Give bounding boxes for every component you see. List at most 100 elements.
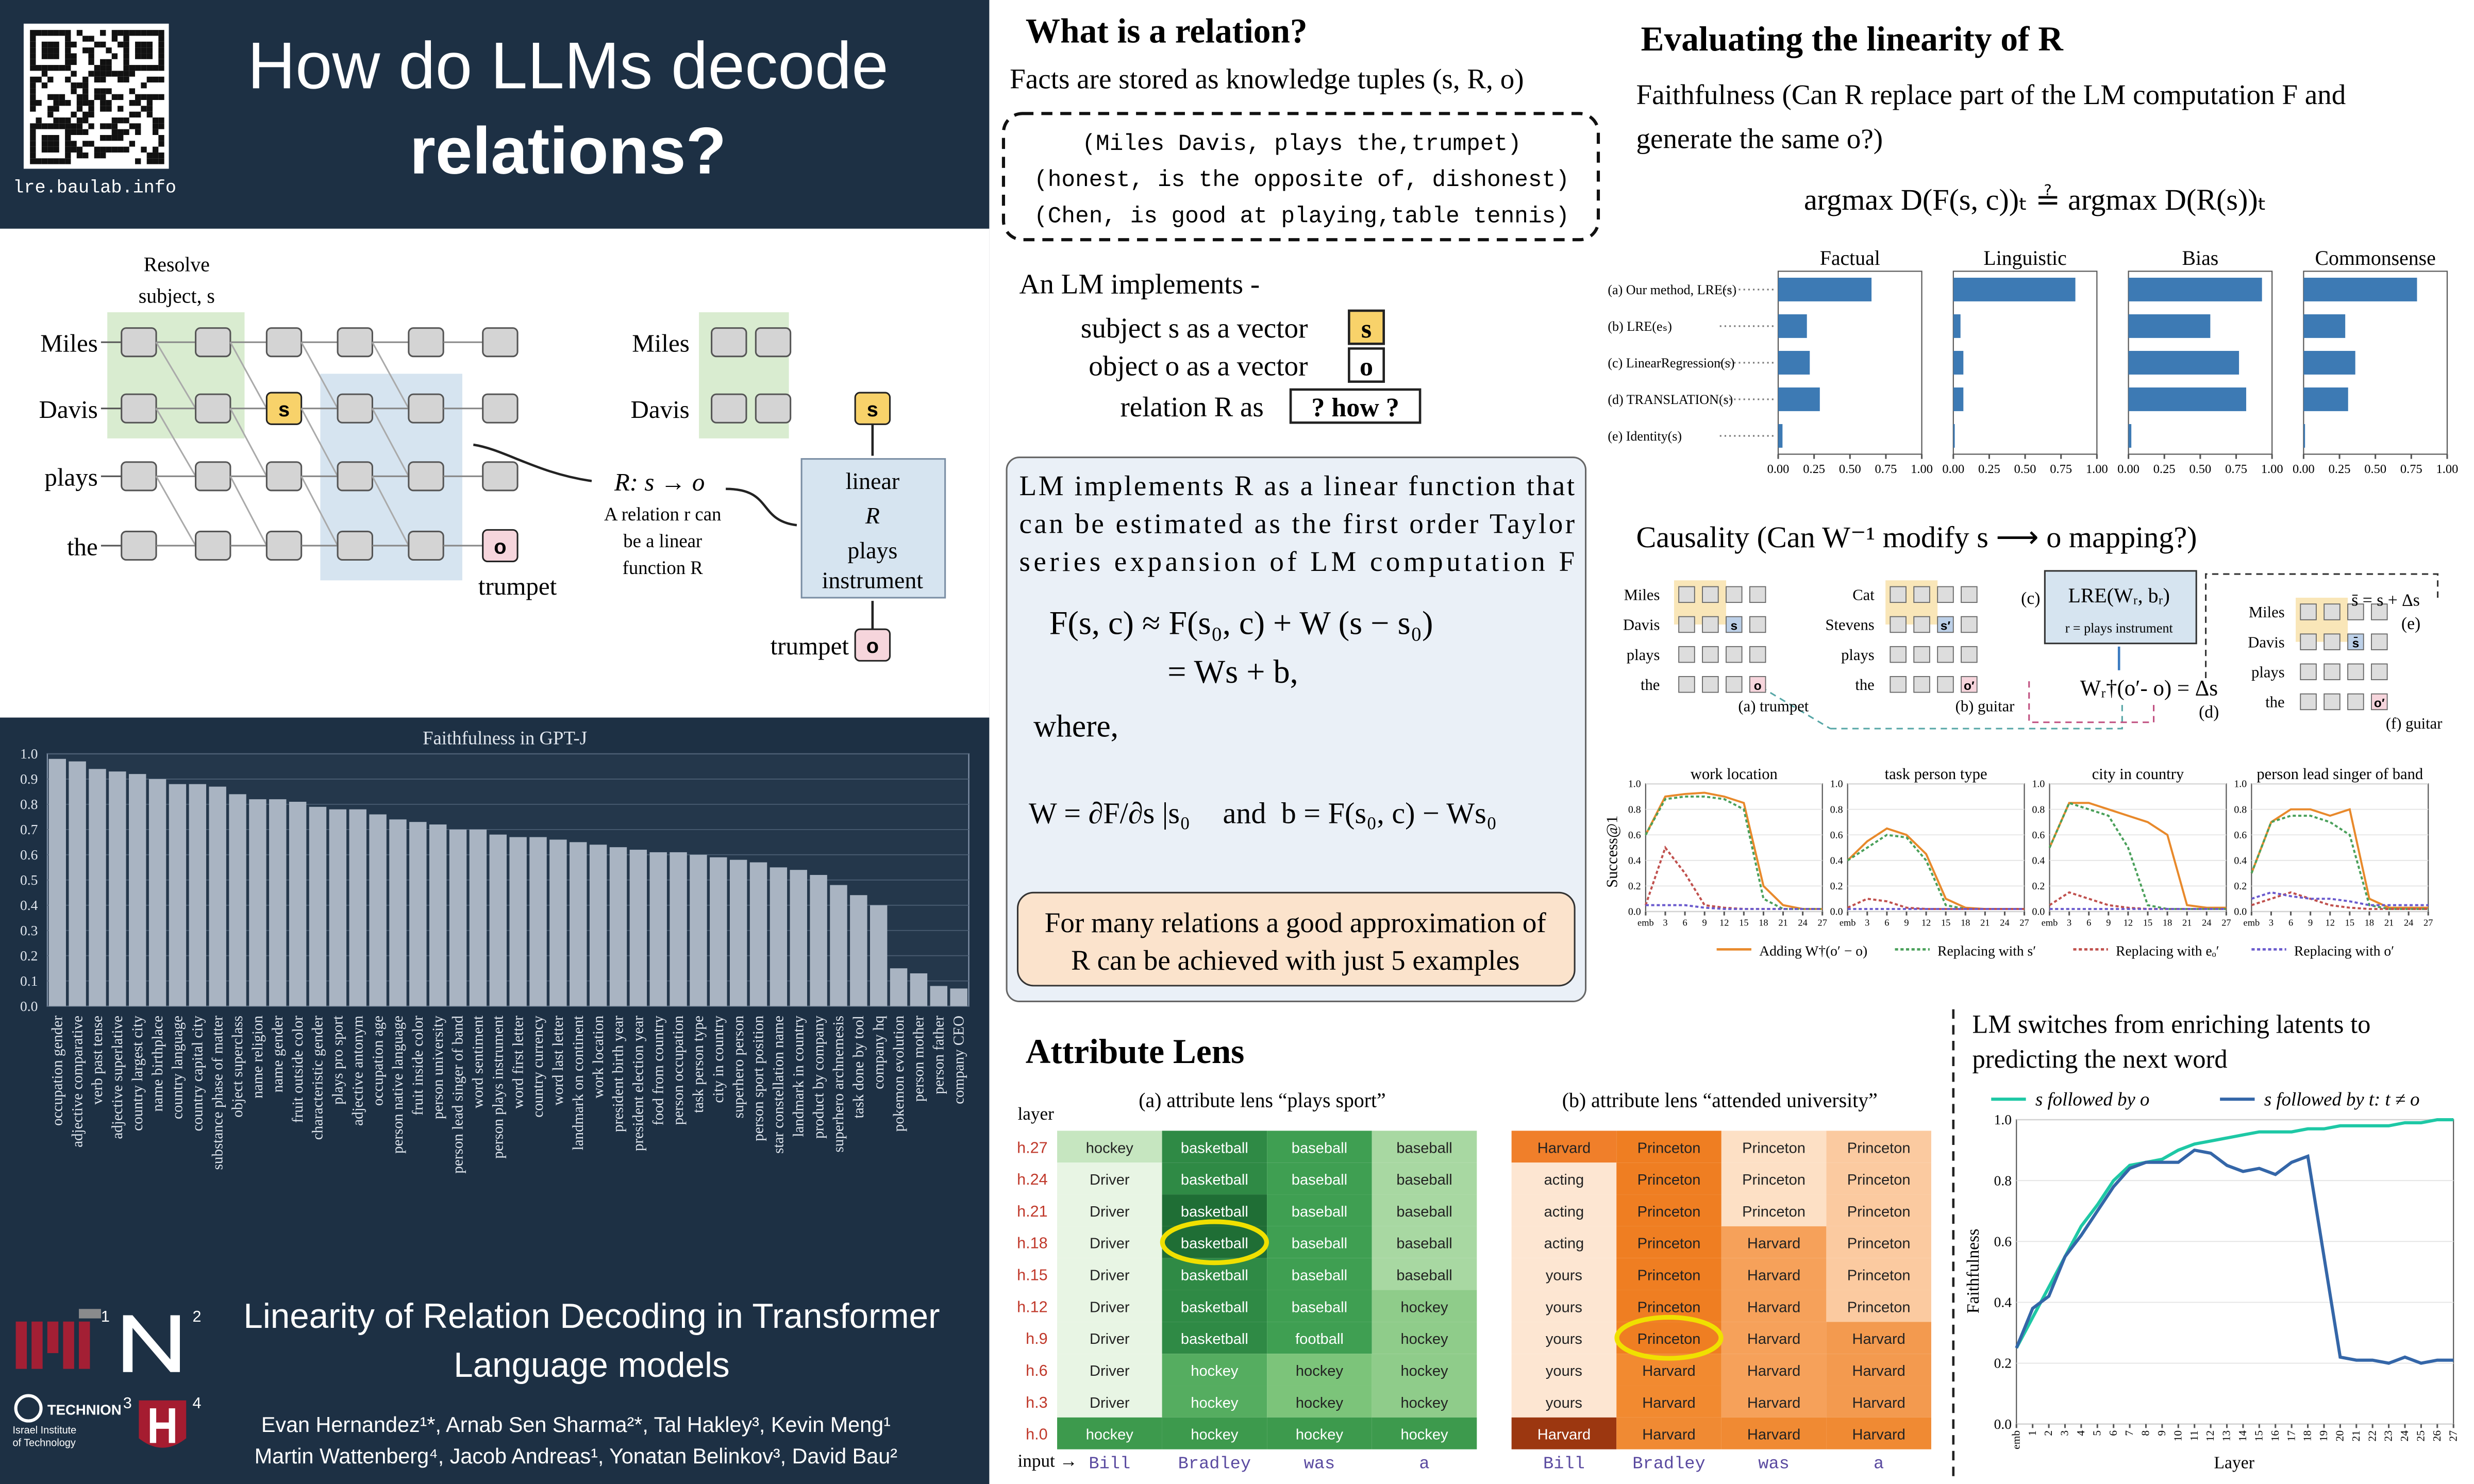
hidden-state xyxy=(1678,616,1695,633)
qr-module xyxy=(47,76,54,83)
qr-module xyxy=(47,30,54,36)
method-label: (c) LinearRegression(s) xyxy=(1608,356,1734,370)
qr-module xyxy=(118,71,124,77)
cell xyxy=(1721,1226,1827,1258)
x-tick-label: 23 xyxy=(2382,1430,2395,1441)
qr-module xyxy=(146,47,153,54)
bar xyxy=(910,973,928,1006)
x-tick-label: 27 xyxy=(2423,918,2433,928)
cell xyxy=(1721,1354,1827,1386)
bar xyxy=(810,875,827,1006)
affiliation-mark: 2 xyxy=(192,1308,201,1325)
caption: (f) guitar xyxy=(2386,715,2443,732)
hidden-state xyxy=(1749,616,1766,633)
qr-module xyxy=(88,36,94,42)
qr-module xyxy=(30,65,36,71)
qr-module xyxy=(65,30,71,36)
x-tick-label: person father xyxy=(930,1016,947,1094)
diagram-label: Resolve xyxy=(144,253,210,276)
cell xyxy=(1162,1162,1267,1195)
hidden-state xyxy=(1749,586,1766,603)
x-tick-label: 6 xyxy=(1682,918,1687,928)
qr-module xyxy=(158,30,164,36)
output-token: trumpet xyxy=(771,632,849,660)
cell xyxy=(1826,1162,1931,1195)
cell-text: Harvard xyxy=(1747,1395,1800,1411)
qr-module xyxy=(111,71,118,77)
y-axis-label: Success@1 xyxy=(1603,816,1621,888)
cell xyxy=(1372,1386,1477,1418)
cell xyxy=(1826,1386,1931,1418)
cell-text: Princeton xyxy=(1637,1172,1701,1188)
hidden-state xyxy=(1961,616,1978,633)
qr-module xyxy=(65,47,71,54)
relation-note: A relation r can xyxy=(604,503,721,525)
cell xyxy=(1162,1417,1267,1449)
linear-box xyxy=(800,458,946,599)
x-tick-label: food from country xyxy=(650,1016,666,1126)
badge xyxy=(1726,616,1743,633)
qr-module xyxy=(71,53,77,59)
qr-module xyxy=(88,71,94,77)
x-tick-label: landmark on continent xyxy=(570,1016,587,1150)
badge-text: s xyxy=(1361,314,1372,344)
caption: (a) trumpet xyxy=(1738,697,1809,715)
affiliation-mark: 1 xyxy=(101,1308,110,1325)
qr-module xyxy=(65,152,71,159)
cell-text: hockey xyxy=(1296,1395,1344,1411)
poster-title: relations? xyxy=(410,114,726,188)
cell-text: Harvard xyxy=(1747,1268,1800,1284)
cell-text: baseball xyxy=(1292,1236,1347,1252)
hidden-state xyxy=(1702,676,1719,693)
bar xyxy=(549,839,567,1006)
cell-text: Princeton xyxy=(1847,1204,1911,1220)
qr-module xyxy=(30,36,36,42)
layer-label: h.12 xyxy=(1017,1298,1048,1316)
x-tick-label: 0.00 xyxy=(2293,462,2315,476)
qr-module xyxy=(76,100,83,106)
token: plays xyxy=(2251,664,2285,681)
cell xyxy=(1616,1162,1721,1195)
qr-module xyxy=(53,134,59,141)
cell-text: Harvard xyxy=(1537,1427,1591,1443)
qr-module xyxy=(30,94,36,100)
qr-module xyxy=(146,41,153,48)
qr-module xyxy=(100,134,106,141)
cell xyxy=(1372,1226,1477,1258)
cell-text: baseball xyxy=(1396,1204,1452,1220)
bar xyxy=(2128,387,2247,411)
qr-module xyxy=(135,94,141,100)
x-tick-label: 0.00 xyxy=(2117,462,2139,476)
y-tick-label: 1.0 xyxy=(1830,779,1843,790)
edge xyxy=(155,476,196,546)
qr-module xyxy=(36,123,42,129)
lre-box xyxy=(2044,570,2197,645)
qr-module xyxy=(65,141,71,147)
qr-module xyxy=(158,141,164,147)
tuple-box xyxy=(1001,112,1600,242)
qr-module xyxy=(30,146,36,153)
qr-module xyxy=(94,76,101,83)
cell xyxy=(1162,1354,1267,1386)
x-tick-label: company hq xyxy=(871,1016,887,1089)
hidden-state xyxy=(1678,646,1695,663)
token: Davis xyxy=(2248,633,2284,651)
cell-text: acting xyxy=(1544,1172,1584,1188)
x-tick-label: 1.00 xyxy=(2436,462,2459,476)
bar xyxy=(649,852,667,1006)
token: plays xyxy=(1627,646,1660,664)
qr-module xyxy=(135,53,141,59)
y-tick-label: 0.2 xyxy=(20,948,38,964)
hidden-state xyxy=(1913,586,1930,603)
body-text: object o as a vector xyxy=(1089,350,1308,381)
y-tick-label: 0.0 xyxy=(2032,906,2045,918)
hidden-state xyxy=(482,461,519,492)
paper-title: Language models xyxy=(454,1346,729,1385)
poster-title: How do LLMs decode xyxy=(247,29,888,103)
qr-module xyxy=(53,53,59,59)
bar xyxy=(109,771,126,1006)
badge xyxy=(1348,347,1385,383)
qr-module xyxy=(59,65,65,71)
qr-module xyxy=(111,123,118,129)
hidden-state xyxy=(2371,603,2388,620)
